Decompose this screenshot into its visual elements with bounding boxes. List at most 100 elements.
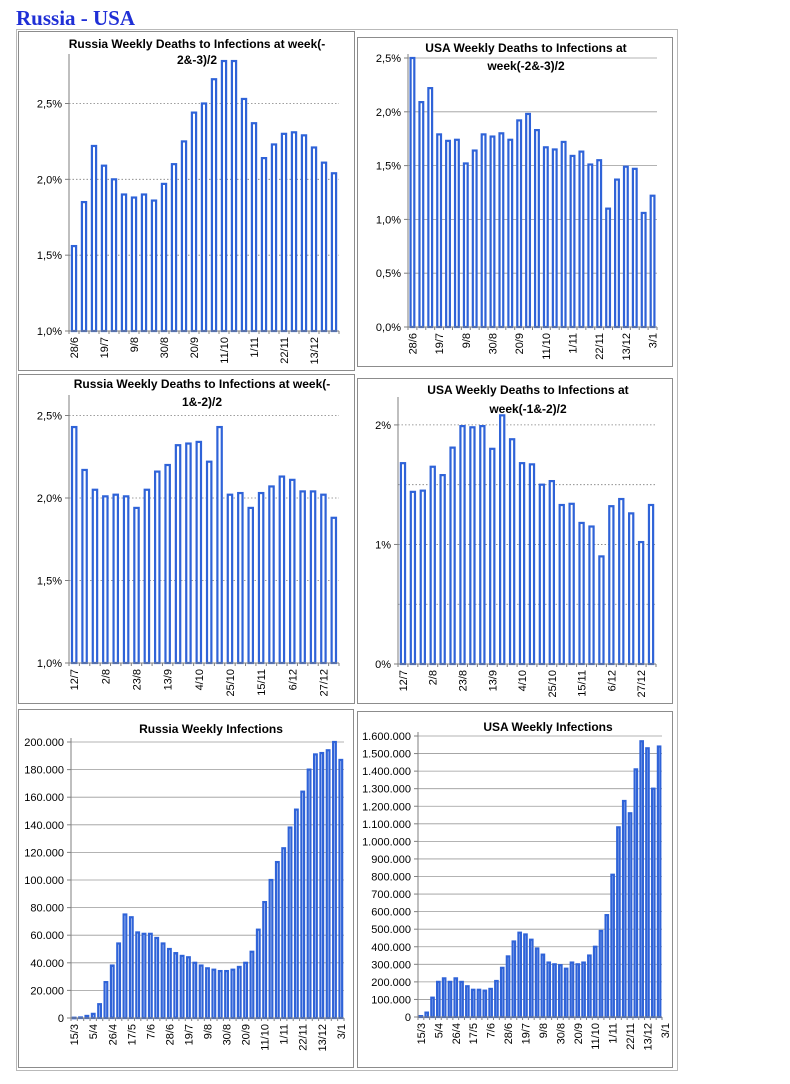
bar [80,200,88,333]
bar [516,119,523,329]
y-tick-label: 400.000 [371,942,411,954]
chart-title: week(-1&-2)/2 [488,402,567,416]
x-tick-label: 6/12 [287,669,299,690]
chart-title: 1&-2)/2 [182,395,222,409]
bar [270,143,278,333]
x-tick-label: 26/4 [107,1024,119,1045]
bar [70,425,78,665]
bar [649,194,656,329]
bar [631,167,638,329]
x-tick-label: 20/9 [573,1023,585,1044]
bar [164,463,171,665]
bar [656,745,662,1019]
x-tick-label: 4/10 [194,669,206,690]
bar [180,140,188,333]
usa-weekly-infections-chart: 0 100.000 200.000 300.000 400.000 500.000 600.… [357,711,673,1068]
bar [488,987,493,1019]
bar [195,440,203,665]
bar [621,799,627,1019]
bar [102,495,109,665]
bar [110,178,118,333]
bar [300,134,308,333]
bar [103,981,109,1020]
bar [143,488,151,665]
x-tick-label: 3/1 [660,1023,672,1038]
bar [494,979,499,1019]
x-tick-label: 22/11 [279,337,291,364]
bar [534,947,540,1019]
y-tick-label: 1.300.000 [362,784,411,796]
bar [147,932,153,1020]
bar [310,146,318,333]
bar [430,996,435,1019]
bar [249,950,255,1020]
bar [320,493,327,665]
bar [224,969,229,1020]
x-tick-label: 7/6 [145,1024,157,1039]
bar [230,968,236,1020]
bar [419,489,426,666]
x-tick-label: 1/11 [568,333,580,354]
bar [274,860,280,1020]
y-tick-label: 180.000 [24,765,64,777]
bar [560,140,567,329]
x-tick-label: 5/4 [88,1024,100,1039]
bar [116,942,122,1020]
bar [268,485,275,665]
x-tick-label: 19/7 [183,1024,195,1045]
bar [166,947,172,1020]
x-tick-label: 12/7 [69,669,81,690]
x-tick-label: 28/6 [164,1024,176,1045]
y-tick-label: 1,5% [376,161,401,173]
y-tick-label: 2,0% [376,107,401,119]
bar [418,101,425,329]
bar [192,961,198,1020]
bar [525,112,532,329]
chart-title: USA Weekly Deaths to Infections at [427,383,628,397]
bar [130,196,138,333]
bar [257,491,265,665]
x-tick-label: 1/11 [249,337,261,358]
bar [135,931,141,1020]
bar [462,162,469,329]
bar [278,475,286,665]
y-tick-label: 60.000 [30,930,64,942]
bar [569,961,575,1019]
bar [568,502,575,666]
bar [112,493,120,665]
bar [587,163,594,329]
y-tick-label: 20.000 [30,985,64,997]
x-tick-label: 19/7 [434,333,446,354]
bar [140,193,148,333]
bar [205,967,210,1020]
bar [90,1012,96,1020]
russia-deaths-ratio-w12-chart: 1,0% 1,5% 2,0% 2,5% 12/7 2/8 23/8 13/9 4/10 25/10… [18,374,355,704]
bar [498,132,505,329]
x-tick-label: 30/8 [222,1024,234,1045]
bar [542,146,549,329]
bar [312,753,318,1020]
y-tick-label: 900.000 [371,854,411,866]
x-tick-label: 2/8 [428,670,440,685]
x-tick-label: 13/9 [163,669,175,690]
bar [424,1011,430,1019]
x-tick-label: 13/12 [621,333,633,361]
x-tick-label: 22/11 [298,1024,310,1051]
bar [528,938,534,1019]
bar [319,751,325,1020]
chart-title: Russia Weekly Deaths to Infections at we… [69,37,326,51]
bar [226,493,234,665]
y-tick-label: 2,0% [37,174,62,186]
bar [499,414,506,666]
bar [546,961,552,1019]
bar [548,479,555,666]
y-tick-label: 0,0% [376,322,401,334]
x-tick-label: 19/7 [520,1023,532,1044]
bar [469,426,476,666]
bar [618,497,625,666]
bar [480,133,487,329]
bar [627,812,633,1019]
x-tick-label: 15/11 [577,670,589,697]
bar [299,490,306,665]
x-tick-label: 15/11 [256,669,268,696]
